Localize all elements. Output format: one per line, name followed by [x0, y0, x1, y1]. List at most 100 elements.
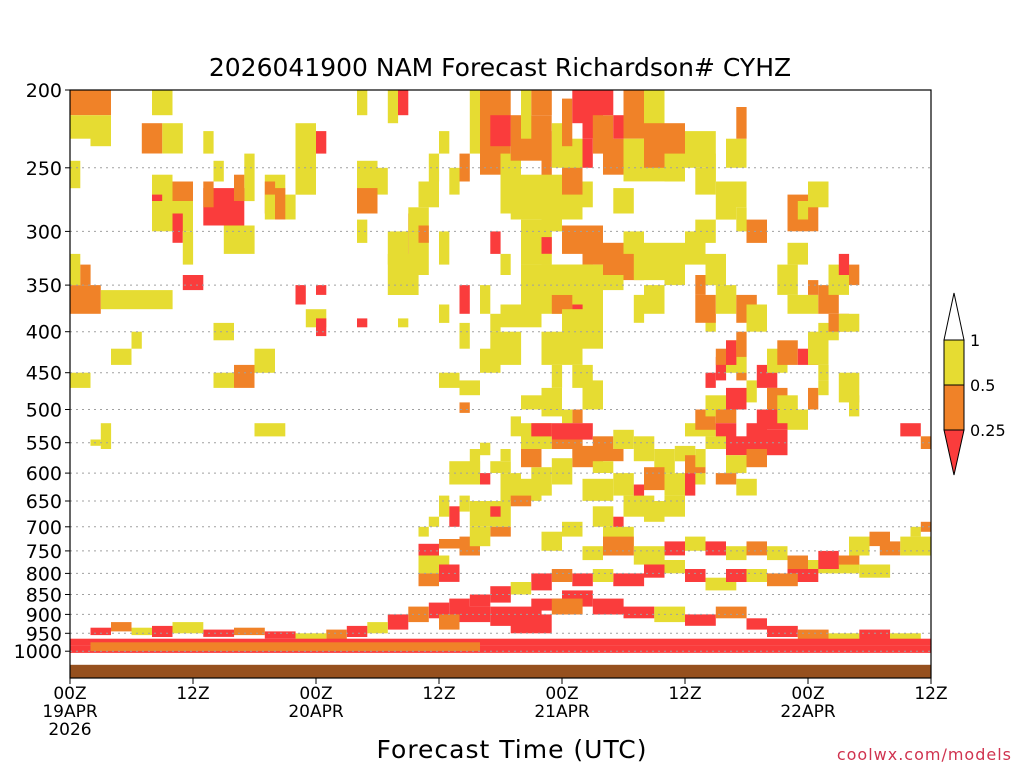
heatmap-cell — [592, 436, 614, 449]
heatmap-cell — [838, 253, 850, 275]
heatmap-cell — [623, 231, 644, 254]
heatmap-cell — [572, 90, 583, 124]
heatmap-cell — [705, 372, 716, 388]
heatmap-cell — [613, 429, 634, 449]
heatmap-cell — [920, 521, 932, 532]
y-tick-label: 450 — [26, 363, 62, 385]
heatmap-cell — [777, 264, 798, 295]
heatmap-cell — [746, 219, 767, 243]
heatmap-cell — [459, 606, 491, 623]
x-tick-label: 2026 — [48, 720, 91, 740]
heatmap-cell — [582, 380, 603, 410]
heatmap-cell — [111, 348, 132, 365]
heatmap-cell — [213, 372, 234, 388]
heatmap-cell — [859, 629, 891, 641]
colorbar-high-segment — [943, 339, 965, 386]
y-tick-label: 200 — [26, 80, 62, 102]
heatmap-cell — [90, 627, 111, 636]
heatmap-cell — [131, 627, 152, 636]
colorbar-label-0.25: 0.25 — [970, 421, 1006, 440]
heatmap-cell — [70, 115, 91, 139]
heatmap-cell — [295, 633, 327, 641]
heatmap-cell — [777, 340, 798, 365]
x-axis-label: Forecast Time (UTC) — [377, 735, 648, 764]
heatmap-cell — [705, 541, 726, 556]
chart-title: 2026041900 NAM Forecast Richardson# CYHZ — [209, 53, 791, 82]
heatmap-cell — [787, 294, 819, 314]
heatmap-cell — [459, 380, 480, 396]
heatmap-cell — [644, 501, 665, 522]
y-tick-label: 800 — [26, 563, 62, 585]
heatmap-cell — [316, 318, 327, 337]
heatmap-cell — [459, 495, 470, 512]
heatmap-cell — [787, 555, 808, 569]
heatmap-cell — [459, 153, 470, 182]
heatmap-cell — [510, 416, 521, 437]
heatmap-cell — [70, 90, 111, 116]
y-tick-label: 500 — [26, 400, 62, 422]
heatmap-cell — [408, 207, 429, 232]
colorbar-label-1: 1 — [970, 331, 980, 350]
heatmap-cell — [787, 242, 808, 265]
heatmap-cell — [572, 573, 593, 587]
heatmap-cell — [736, 331, 747, 357]
y-tick-label: 250 — [26, 158, 62, 180]
heatmap-cell — [603, 536, 634, 556]
heatmap-cell — [838, 372, 860, 403]
heatmap-cell — [767, 546, 788, 561]
heatmap-cell — [582, 546, 603, 561]
heatmap-cell — [592, 598, 624, 615]
x-tick-label: 00Z — [299, 684, 332, 704]
heatmap-cell — [746, 569, 767, 582]
heatmap-cell — [234, 364, 255, 388]
heatmap-cell — [572, 409, 583, 424]
x-tick-label: 12Z — [422, 684, 455, 704]
heatmap-cell — [654, 449, 675, 474]
heatmap-cell — [613, 115, 624, 139]
x-tick-label: 22APR — [780, 702, 836, 722]
colorbar-mid-segment — [943, 384, 965, 431]
heatmap-cell — [838, 555, 860, 565]
heatmap-cell — [449, 167, 460, 195]
heatmap-cell — [100, 423, 112, 449]
heatmap-cell — [541, 331, 583, 365]
heatmap-cell — [500, 473, 521, 501]
heatmap-cell — [726, 340, 737, 365]
heatmap-cell — [633, 484, 645, 501]
heatmap-cell — [234, 174, 245, 201]
heatmap-cell — [172, 213, 183, 243]
heatmap-cell — [808, 280, 819, 295]
heatmap-cell — [633, 436, 655, 462]
heatmap-cell — [439, 131, 450, 154]
heatmap-cell — [726, 569, 747, 582]
heatmap-cell — [900, 536, 932, 556]
y-axis-ticks: 200 250 300 350 400 450 500 550 600 650 7007508008… — [14, 80, 70, 663]
heatmap-cell — [551, 364, 563, 388]
heatmap-cell — [141, 123, 163, 154]
heatmap-cell — [357, 318, 368, 328]
heatmap-cell — [439, 304, 450, 323]
heatmap-cell — [541, 131, 552, 182]
heatmap-cell — [849, 395, 860, 417]
heatmap-cell — [685, 569, 706, 582]
heatmap-cell — [490, 115, 511, 147]
heatmap-cell — [80, 264, 91, 286]
heatmap-cell — [562, 409, 573, 424]
heatmap-cell — [592, 461, 614, 473]
heatmap-cell — [418, 526, 429, 537]
heatmap-cell — [654, 606, 686, 623]
heatmap-cell — [592, 569, 614, 582]
colorbar-label-0.5: 0.5 — [970, 376, 995, 395]
heatmap-cell — [849, 264, 860, 286]
heatmap-cell — [767, 573, 798, 587]
heatmap-cell — [849, 536, 870, 556]
heatmap-cell — [295, 285, 306, 305]
heatmap-cell — [715, 606, 747, 619]
heatmap-cell — [213, 322, 234, 341]
heatmap-cell — [162, 123, 183, 154]
surface-layer-cell — [70, 645, 931, 653]
x-tick-label: 12Z — [668, 684, 701, 704]
heatmap-cell — [685, 614, 716, 626]
heatmap-cell — [726, 138, 747, 168]
